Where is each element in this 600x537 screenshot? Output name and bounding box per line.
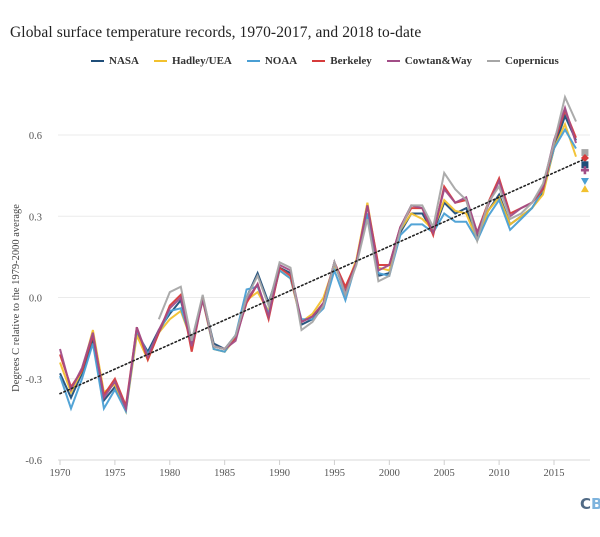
x-axis: 1970 1975 1980 1985 1990 1995 2000 2005 2010 2015 xyxy=(50,460,565,479)
series-line-copernicus xyxy=(157,94,577,351)
legend-item-cowtan-way[interactable]: Cowtan&Way xyxy=(386,55,473,67)
legend-label: NASA xyxy=(109,55,139,67)
x-tick-label: 1970 xyxy=(50,468,71,479)
legend: NASA Hadley/UEA NOAA Berkeley Cowtan&Way Cope… xyxy=(91,55,559,67)
legend-label: Berkeley xyxy=(330,55,372,67)
legend-swatch xyxy=(312,60,326,62)
series-lines xyxy=(59,94,577,416)
legend-label: Cowtan&Way xyxy=(404,55,473,67)
legend-label: Hadley/UEA xyxy=(171,55,232,67)
legend-swatch xyxy=(153,60,167,62)
legend-label: Copernicus xyxy=(505,55,559,67)
legend-item-noaa[interactable]: NOAA xyxy=(246,55,298,67)
legend-swatch xyxy=(246,60,260,62)
x-tick-label: 1985 xyxy=(214,468,235,479)
legend-label: NOAA xyxy=(264,55,298,67)
legend-item-nasa[interactable]: NASA xyxy=(91,55,139,67)
legend-swatch xyxy=(386,60,400,62)
series-line-noaa xyxy=(59,127,577,415)
chart-title: Global surface temperature records, 1970… xyxy=(10,24,422,41)
legend-swatch xyxy=(91,60,104,62)
marker-2018-nasa xyxy=(581,161,589,169)
x-tick-label: 1980 xyxy=(159,468,180,479)
carbon-brief-logo: CB xyxy=(580,495,600,513)
y-tick-label: 0.3 xyxy=(29,212,42,223)
y-tick-label: -0.3 xyxy=(25,375,42,386)
x-tick-label: 1975 xyxy=(104,468,125,479)
y-tick-label: -0.6 xyxy=(25,456,42,467)
marker-2018-noaa xyxy=(580,178,589,186)
series-line-cowtan-way xyxy=(59,104,577,413)
series-line-berkeley xyxy=(59,107,577,410)
y-axis: 0.6 0.3 0.0 -0.3 -0.6 xyxy=(25,131,42,467)
legend-swatch xyxy=(487,60,501,62)
x-tick-label: 1995 xyxy=(324,468,345,479)
marker-2018-hadley-uea xyxy=(580,185,589,193)
markers-2018 xyxy=(580,149,589,193)
series-line-hadley-uea xyxy=(59,121,577,416)
x-tick-label: 2015 xyxy=(544,468,565,479)
y-tick-label: 0.6 xyxy=(29,131,42,142)
x-tick-label: 2005 xyxy=(434,468,455,479)
legend-item-copernicus[interactable]: Copernicus xyxy=(487,55,559,67)
legend-item-berkeley[interactable]: Berkeley xyxy=(312,55,372,67)
x-tick-label: 2000 xyxy=(379,468,400,479)
x-tick-label: 1990 xyxy=(269,468,290,479)
y-axis-title: Degrees C relative to the 1979-2000 aver… xyxy=(11,204,22,392)
marker-2018-berkeley xyxy=(580,154,589,163)
series-line-nasa xyxy=(59,113,577,412)
marker-2018-cowtan-way xyxy=(580,166,589,175)
trend-line xyxy=(59,157,588,395)
trend-line-dotted xyxy=(59,157,588,395)
x-tick-label: 2010 xyxy=(489,468,510,479)
marker-2018-copernicus xyxy=(581,149,589,157)
legend-item-hadley-uea[interactable]: Hadley/UEA xyxy=(153,55,232,67)
y-tick-label: 0.0 xyxy=(29,294,42,305)
